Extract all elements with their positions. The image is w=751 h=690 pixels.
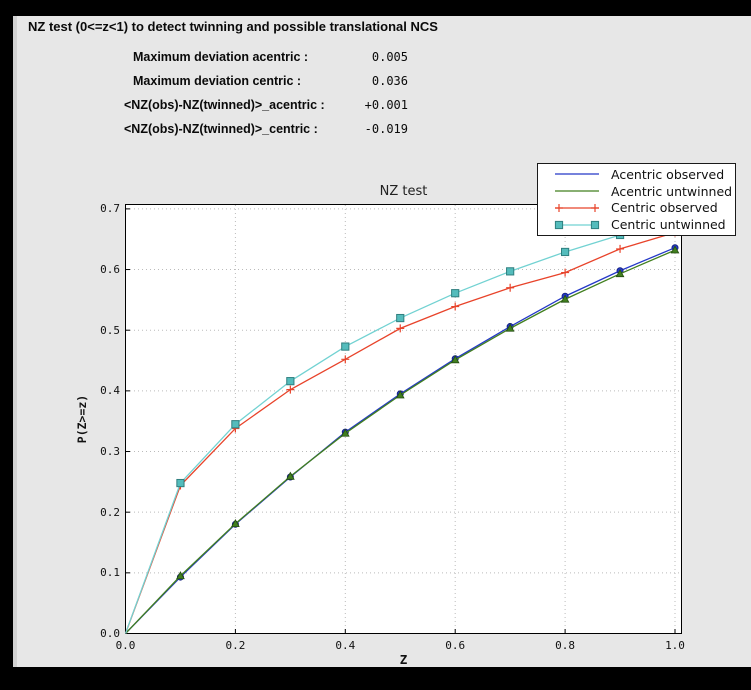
legend-label: Acentric observed	[611, 166, 725, 182]
y-tick-label: 0.5	[100, 323, 120, 337]
y-tick-label: 0.7	[100, 202, 120, 216]
legend-label: Centric observed	[611, 200, 718, 216]
triangle-line-swatch-icon	[555, 190, 599, 192]
legend-label: Centric untwinned	[611, 217, 726, 233]
x-tick-label: 0.8	[555, 639, 576, 652]
chart-title: NZ test	[379, 184, 428, 199]
plot-legend: Acentric observed Acentric untwinned Centr…	[537, 163, 736, 236]
page-title: NZ test (0<=z<1) to detect twinning and …	[28, 19, 438, 34]
stat-label: Maximum deviation centric :	[133, 74, 302, 88]
y-axis-label: P(Z>=z)	[75, 394, 89, 444]
y-tick-label: 0.1	[100, 566, 120, 580]
legend-item: Acentric observed	[538, 166, 735, 182]
x-tick-label: 0.0	[115, 639, 136, 652]
stat-row: <NZ(obs)-NZ(twinned)>_centric : -0.019	[124, 122, 408, 146]
legend-item: Centric observed	[538, 200, 735, 216]
plus-line-swatch-icon	[555, 203, 599, 212]
y-tick-label: 0.6	[100, 263, 120, 277]
legend-item: Centric untwinned	[538, 217, 735, 233]
nz-test-plot	[125, 204, 682, 634]
y-tick-label: 0.0	[100, 627, 120, 640]
x-tick-label: 0.4	[335, 639, 356, 652]
y-tick-label: 0.4	[100, 384, 120, 398]
stat-value: 0.036	[371, 74, 408, 88]
y-tick-label: 0.3	[100, 445, 120, 459]
x-axis-label: Z	[399, 652, 408, 667]
stat-row: Maximum deviation acentric : 0.005	[124, 50, 408, 74]
stat-row: Maximum deviation centric : 0.036	[124, 74, 408, 98]
stat-row: <NZ(obs)-NZ(twinned)>_acentric : +0.001	[124, 98, 408, 122]
legend-item: Acentric untwinned	[538, 183, 735, 199]
square-line-swatch-icon	[554, 220, 600, 229]
stat-value: 0.005	[371, 50, 408, 64]
circle-line-swatch-icon	[555, 173, 599, 176]
stat-value: +0.001	[364, 98, 408, 112]
x-tick-label: 0.6	[445, 639, 466, 652]
stat-label: <NZ(obs)-NZ(twinned)>_acentric :	[124, 98, 325, 112]
legend-label: Acentric untwinned	[611, 183, 733, 199]
y-tick-label: 0.2	[100, 505, 120, 519]
stat-label: Maximum deviation acentric :	[133, 50, 309, 64]
stat-value: -0.019	[364, 122, 408, 136]
panel-left-edge	[13, 16, 17, 667]
x-tick-label: 1.0	[665, 639, 685, 652]
x-tick-label: 0.2	[225, 639, 246, 652]
stats-block: Maximum deviation acentric :0.005 Maximum…	[124, 50, 408, 146]
stat-label: <NZ(obs)-NZ(twinned)>_centric :	[124, 122, 318, 136]
